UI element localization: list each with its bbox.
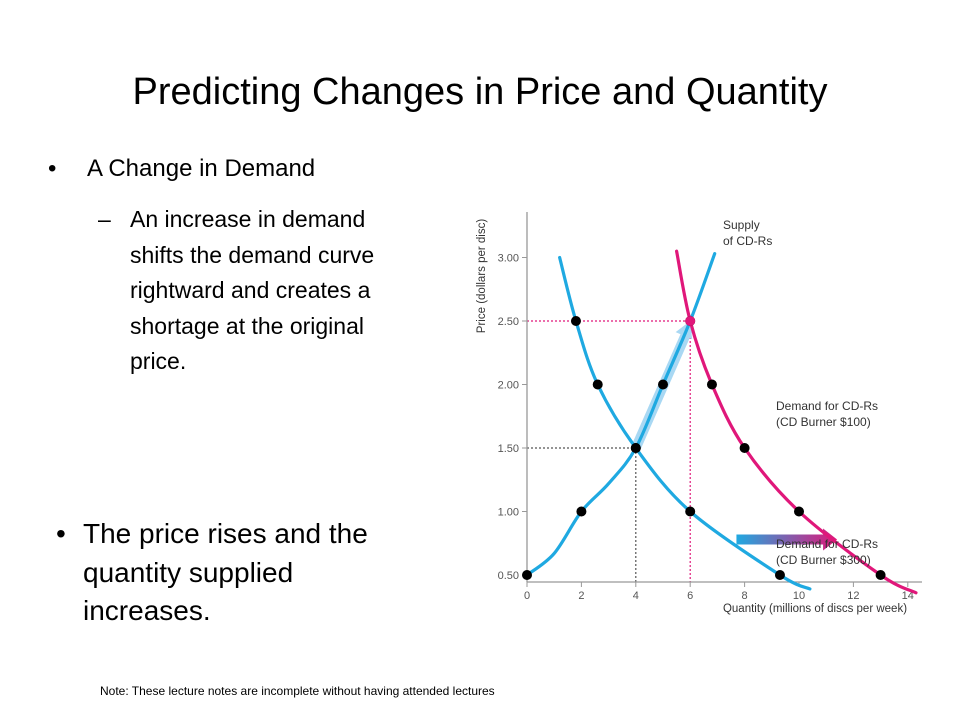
footer-note: Note: These lecture notes are incomplete… bbox=[100, 684, 495, 698]
x-tick-label: 12 bbox=[847, 590, 859, 602]
series-label: Demand for CD-Rs bbox=[776, 537, 878, 551]
x-tick-label: 14 bbox=[902, 590, 914, 602]
sub-bullet-increase-in-demand: – An increase in demand shifts the deman… bbox=[98, 202, 418, 380]
x-tick-label: 8 bbox=[742, 590, 748, 602]
data-point bbox=[592, 379, 603, 390]
y-tick-label: 0.50 bbox=[498, 570, 519, 582]
data-point bbox=[739, 443, 750, 453]
y-tick-label: 2.50 bbox=[498, 316, 519, 328]
series-label: (CD Burner $300) bbox=[776, 553, 871, 567]
slide-title: Predicting Changes in Price and Quantity bbox=[132, 71, 828, 113]
bullet-icon: • bbox=[56, 518, 66, 549]
bullet-price-rises: • The price rises and the quantity suppl… bbox=[56, 515, 416, 631]
series-label: of CD-Rs bbox=[723, 234, 772, 248]
x-tick-label: 0 bbox=[524, 590, 530, 602]
x-axis-label: Quantity (millions of discs per week) bbox=[723, 603, 907, 615]
sub-bullet-text: An increase in demand shifts the demand … bbox=[130, 206, 375, 374]
series-label: Demand for CD-Rs bbox=[776, 399, 878, 413]
data-point bbox=[630, 443, 641, 453]
data-point bbox=[706, 379, 717, 390]
data-point bbox=[522, 570, 532, 580]
x-tick-label: 10 bbox=[793, 590, 805, 602]
demand-shift-arrow bbox=[736, 528, 838, 551]
y-axis-label: Price (dollars per disc) bbox=[476, 219, 488, 334]
bullet-text: The price rises and the quantity supplie… bbox=[83, 518, 368, 626]
x-tick-label: 6 bbox=[687, 590, 693, 602]
y-tick-label: 2.00 bbox=[498, 380, 519, 392]
data-point bbox=[685, 316, 696, 326]
bullet-icon: • bbox=[48, 155, 57, 182]
dash-icon: – bbox=[98, 206, 111, 232]
x-tick-label: 4 bbox=[633, 590, 639, 602]
data-point bbox=[685, 506, 696, 517]
series-label: (CD Burner $100) bbox=[776, 415, 871, 429]
series-label: Supply bbox=[723, 218, 760, 232]
y-tick-label: 3.00 bbox=[498, 253, 519, 265]
y-tick-label: 1.00 bbox=[498, 507, 519, 519]
x-tick-label: 2 bbox=[578, 590, 584, 602]
data-point bbox=[576, 506, 587, 517]
bullet-change-in-demand: • A Change in Demand bbox=[48, 152, 315, 186]
bullet-text: A Change in Demand bbox=[87, 155, 316, 182]
y-tick-label: 1.50 bbox=[498, 443, 519, 455]
data-point bbox=[794, 506, 804, 517]
data-point bbox=[875, 570, 886, 580]
data-point bbox=[658, 379, 668, 390]
data-point bbox=[570, 316, 581, 326]
data-point bbox=[774, 570, 785, 580]
